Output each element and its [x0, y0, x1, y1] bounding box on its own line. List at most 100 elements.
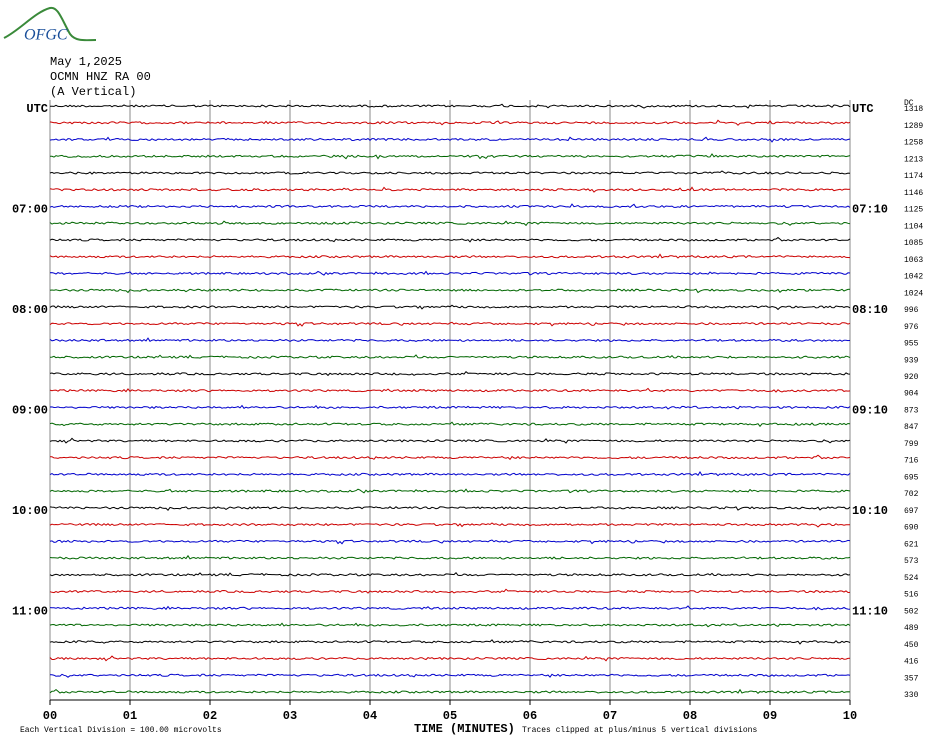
row-label-left: 09:00 [12, 404, 48, 418]
trace [49, 270, 851, 276]
x-tick-label: 08 [683, 709, 697, 723]
x-tick-label: 02 [203, 709, 217, 723]
trace [49, 688, 851, 694]
dc-value: 489 [904, 624, 919, 633]
dc-value: 702 [904, 490, 919, 499]
row-label-left: 10:00 [12, 504, 48, 518]
dc-value: 847 [904, 423, 919, 432]
x-axis-label: TIME (MINUTES) [414, 722, 515, 736]
trace [49, 571, 851, 577]
row-label-right: 07:10 [852, 203, 888, 217]
dc-value: 330 [904, 691, 919, 700]
dc-value: 1085 [904, 239, 923, 248]
trace [49, 639, 851, 645]
x-tick-label: 00 [43, 709, 57, 723]
trace [49, 488, 851, 494]
dc-value: 695 [904, 473, 919, 482]
dc-value: 416 [904, 658, 919, 667]
dc-value: 450 [904, 641, 919, 650]
trace [49, 220, 851, 227]
dc-value: 1289 [904, 122, 923, 131]
x-tick-label: 03 [283, 709, 297, 723]
trace [49, 655, 851, 662]
trace [49, 203, 851, 209]
dc-value: 996 [904, 306, 919, 315]
x-tick-label: 07 [603, 709, 617, 723]
dc-value: 904 [904, 390, 919, 399]
dc-value: 1042 [904, 273, 923, 282]
trace [49, 136, 851, 143]
note: Each Vertical Division = 100.00 microvol… [20, 726, 222, 735]
trace [49, 321, 851, 327]
trace [49, 588, 851, 594]
row-label-right: 10:10 [852, 504, 888, 518]
subtitle: OCMN HNZ RA 00 [50, 70, 151, 84]
trace [49, 539, 851, 545]
x-tick-label: 09 [763, 709, 777, 723]
logo: OFGC [24, 27, 68, 44]
dc-value: 1258 [904, 139, 923, 148]
dc-value: 939 [904, 356, 919, 365]
dc-value: 716 [904, 457, 919, 466]
dc-value: 1174 [904, 172, 923, 181]
trace [49, 153, 851, 160]
x-tick-label: 06 [523, 709, 537, 723]
trace [49, 119, 851, 126]
x-tick-label: 05 [443, 709, 457, 723]
dc-value: 690 [904, 524, 919, 533]
trace [49, 371, 851, 377]
trace [49, 354, 851, 359]
trace [49, 437, 851, 444]
row-label-right: UTC [852, 102, 874, 116]
row-label-right: 08:10 [852, 303, 888, 317]
dc-value: 621 [904, 540, 919, 549]
trace [49, 170, 851, 175]
dc-value: 920 [904, 373, 919, 382]
trace [49, 387, 851, 393]
trace [50, 103, 851, 109]
trace [49, 605, 851, 611]
trace [49, 236, 851, 243]
logo-mark [3, 6, 97, 42]
dc-value: 357 [904, 674, 919, 683]
dc-value: 873 [904, 406, 919, 415]
trace [49, 522, 851, 528]
row-label-right: 11:10 [852, 604, 888, 618]
x-tick-label: 01 [123, 709, 137, 723]
trace [50, 673, 851, 678]
x-tick-label: 10 [843, 709, 857, 723]
note: Traces clipped at plus/minus 5 vertical … [522, 726, 757, 735]
row-label-left: 08:00 [12, 303, 48, 317]
trace [50, 454, 851, 461]
trace [49, 288, 851, 294]
dc-value: 573 [904, 557, 919, 566]
trace [49, 471, 851, 477]
dc-value: 1024 [904, 289, 923, 298]
row-label-left: UTC [26, 102, 48, 116]
dc-value: 955 [904, 340, 919, 349]
dc-value: 1063 [904, 256, 923, 265]
x-tick-label: 04 [363, 709, 377, 723]
trace [49, 253, 851, 259]
dc-value: 1213 [904, 155, 923, 164]
dc-value: 799 [904, 440, 919, 449]
trace [49, 304, 851, 311]
trace [49, 186, 851, 193]
trace [49, 506, 851, 511]
trace [49, 622, 851, 628]
dc-value: 1318 [904, 105, 923, 114]
trace [49, 421, 851, 428]
dc-value: 1104 [904, 222, 923, 231]
dc-value: 1125 [904, 206, 923, 215]
dc-value: 524 [904, 574, 919, 583]
dc-value: 976 [904, 323, 919, 332]
dc-header: DC [904, 99, 914, 108]
row-label-left: 11:00 [12, 604, 48, 618]
dc-value: 502 [904, 607, 919, 616]
trace [49, 554, 851, 560]
row-label-left: 07:00 [12, 203, 48, 217]
dc-value: 697 [904, 507, 919, 516]
dc-value: 1146 [904, 189, 923, 198]
row-label-right: 09:10 [852, 404, 888, 418]
dc-value: 516 [904, 591, 919, 600]
